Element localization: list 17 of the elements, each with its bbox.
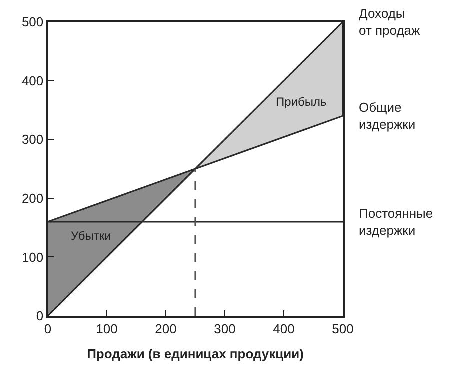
x-tick-label: 100 (96, 321, 118, 336)
series-label: Прибыль (276, 95, 327, 109)
x-tick-label: 400 (273, 321, 295, 336)
y-tick-label: 400 (22, 73, 44, 88)
series-label: Постоянные издержки (359, 206, 434, 238)
series-label: Общие издержки (359, 100, 416, 132)
series-label: Убытки (71, 229, 112, 243)
x-tick-label: 300 (214, 321, 236, 336)
y-tick-label: 300 (22, 132, 44, 148)
y-tick-label: 500 (22, 14, 44, 30)
y-tick-label: 0 (36, 308, 44, 324)
y-tick-label: 200 (22, 190, 44, 206)
y-tick-label: 100 (22, 250, 44, 265)
series-label: Доходы от продаж (359, 6, 421, 38)
x-axis-title: Продажи (в единицах продукции) (87, 346, 304, 362)
x-tick-label: 500 (332, 321, 354, 336)
x-tick-label: 200 (155, 321, 177, 336)
